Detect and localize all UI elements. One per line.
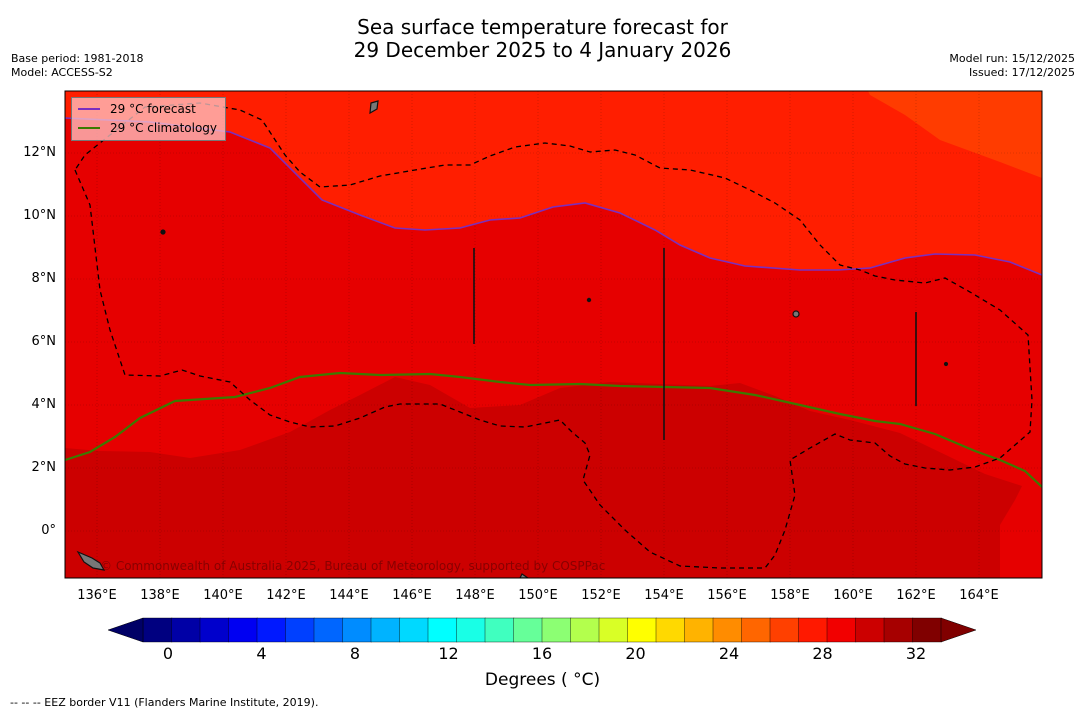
colorbar-segment-6 <box>313 617 344 643</box>
lat-label-4: 4°N <box>31 397 57 412</box>
colorbar-segment-7 <box>342 617 372 643</box>
lon-label-13: 162°E <box>896 588 936 603</box>
legend-forecast-label: 29 °C forecast <box>110 102 196 116</box>
lat-label-5: 2°N <box>31 460 57 475</box>
chart-title-line2: 29 December 2025 to 4 January 2026 <box>353 38 732 62</box>
colorbar-segment-4 <box>256 617 287 643</box>
legend-climatology-label: 29 °C climatology <box>110 121 218 135</box>
colorbar-segment-5 <box>285 617 315 643</box>
lon-label-3: 142°E <box>266 588 306 603</box>
band-27-28 <box>65 377 1022 578</box>
colorbar-segment-19 <box>684 617 714 643</box>
band-30-31 <box>868 91 1042 178</box>
eez-border-line <box>74 102 1033 569</box>
legend-forecast-swatch <box>78 108 100 110</box>
lon-label-1: 138°E <box>140 588 180 603</box>
lon-label-9: 154°E <box>644 588 684 603</box>
island-markers <box>76 100 949 578</box>
colorbar-segment-16 <box>598 617 629 643</box>
lat-label-2: 8°N <box>31 271 57 286</box>
colorbar-extend-low <box>107 617 144 643</box>
colorbar-segment-15 <box>570 617 600 643</box>
lon-label-0: 136°E <box>77 588 117 603</box>
colorbar-segment-9 <box>399 617 429 643</box>
colorbar-segment-0 <box>142 617 173 643</box>
lon-label-12: 160°E <box>833 588 873 603</box>
colorbar-segment-10 <box>427 617 458 643</box>
colorbar-tick-5: 20 <box>625 644 646 663</box>
colorbar-segment-18 <box>655 617 686 643</box>
issued-label: Issued: 17/12/2025 <box>968 66 1075 79</box>
map-frame <box>64 90 1043 579</box>
lat-label-0: 12°N <box>23 145 56 160</box>
lon-label-7: 150°E <box>518 588 558 603</box>
colorbar-segment-2 <box>199 617 230 643</box>
lat-label-1: 10°N <box>23 208 56 223</box>
map-legend: 29 °C forecast 29 °C climatology <box>71 97 226 141</box>
colorbar-segment-24 <box>826 617 857 643</box>
chart-title-line1: Sea surface temperature forecast for <box>357 15 728 39</box>
lon-label-4: 144°E <box>329 588 369 603</box>
colorbar-segment-12 <box>484 617 515 643</box>
colorbar-segment-3 <box>228 617 258 643</box>
lat-label-3: 6°N <box>31 334 57 349</box>
colorbar-segment-20 <box>712 617 743 643</box>
colorbar-segment-21 <box>741 617 771 643</box>
grid-lines <box>65 91 1042 578</box>
legend-climatology-swatch <box>78 127 100 129</box>
vertical-markers <box>473 248 917 440</box>
base-period-label: Base period: 1981-2018 <box>11 52 144 65</box>
colorbar-title: Degrees ( °C) <box>484 670 601 690</box>
lon-label-11: 158°E <box>770 588 810 603</box>
colorbar-tick-7: 28 <box>812 644 833 663</box>
colorbar-segment-14 <box>541 617 572 643</box>
lon-label-6: 148°E <box>455 588 495 603</box>
forecast-29c-line <box>65 117 1042 276</box>
colorbar-extend-high <box>940 617 977 643</box>
colorbar-tick-3: 12 <box>438 644 459 663</box>
lon-label-2: 140°E <box>203 588 243 603</box>
copyright-credit: © Commonwealth of Australia 2025, Bureau… <box>100 559 606 573</box>
model-run-label: Model run: 15/12/2025 <box>949 52 1075 65</box>
model-label: Model: ACCESS-S2 <box>11 66 113 79</box>
colorbar-tick-4: 16 <box>531 644 553 663</box>
colorbar-tick-6: 24 <box>718 644 740 663</box>
colorbar-tick-0: 0 <box>162 644 174 663</box>
colorbar-segment-26 <box>883 617 914 643</box>
lon-label-10: 156°E <box>707 588 747 603</box>
colorbar-segment-23 <box>798 617 828 643</box>
lat-label-6: 0° <box>41 523 56 538</box>
colorbar-segment-13 <box>513 617 543 643</box>
colorbar-segment-8 <box>370 617 401 643</box>
colorbar-tick-1: 4 <box>256 644 267 663</box>
colorbar-tick-8: 32 <box>905 644 927 663</box>
legend-forecast: 29 °C forecast <box>78 101 196 117</box>
colorbar <box>107 617 977 643</box>
colorbar-segment-17 <box>627 617 657 643</box>
lon-label-5: 146°E <box>392 588 432 603</box>
colorbar-segment-11 <box>456 617 486 643</box>
legend-climatology: 29 °C climatology <box>78 120 217 136</box>
colorbar-tick-2: 8 <box>349 644 361 663</box>
colorbar-segment-22 <box>769 617 800 643</box>
colorbar-segment-1 <box>171 617 201 643</box>
lon-label-14: 164°E <box>959 588 999 603</box>
colorbar-segment-27 <box>912 617 942 643</box>
climatology-29c-line <box>65 371 1042 488</box>
eez-footnote: -- -- -- EEZ border V11 (Flanders Marine… <box>10 696 319 709</box>
colorbar-segment-25 <box>855 617 885 643</box>
lon-label-8: 152°E <box>581 588 621 603</box>
